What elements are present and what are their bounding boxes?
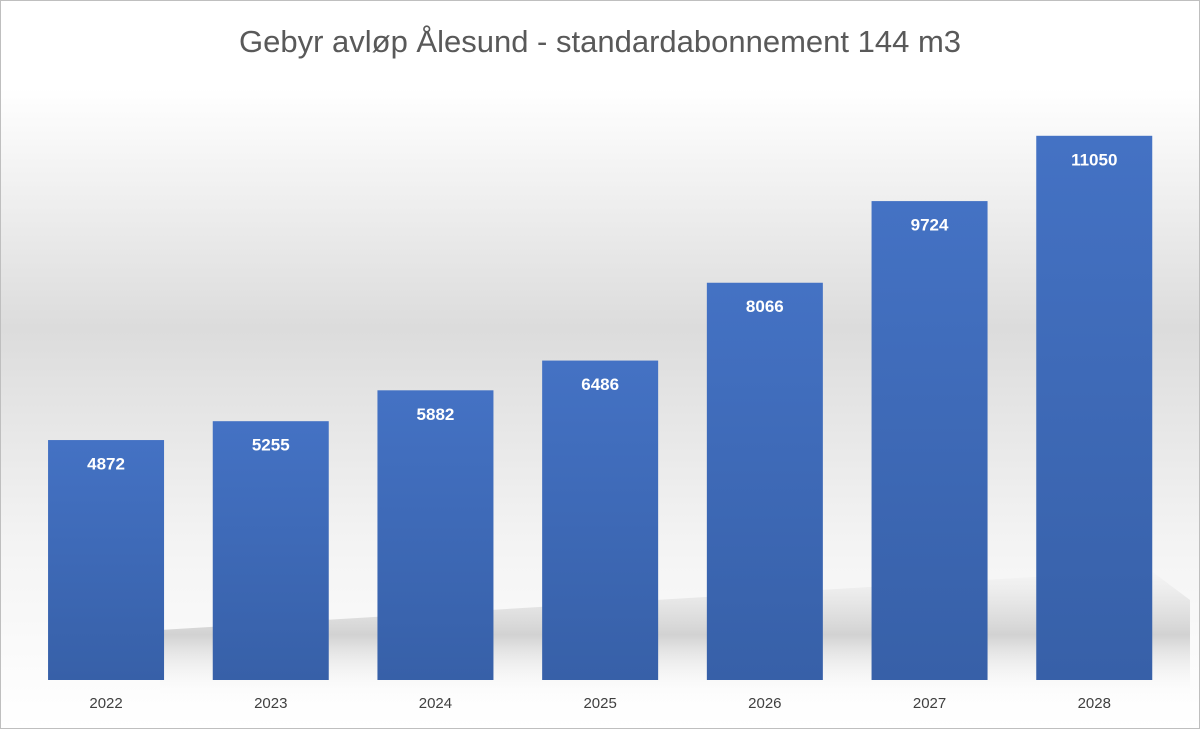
value-label: 6486 bbox=[581, 375, 619, 394]
value-label: 11050 bbox=[1071, 150, 1117, 169]
value-label: 5255 bbox=[252, 436, 290, 455]
value-label: 9724 bbox=[911, 216, 949, 235]
x-tick-label: 2027 bbox=[913, 695, 946, 712]
bar bbox=[377, 390, 494, 680]
x-tick-label: 2022 bbox=[89, 695, 122, 712]
value-label: 8066 bbox=[746, 297, 784, 316]
bar bbox=[542, 360, 659, 680]
x-tick-label: 2024 bbox=[419, 695, 452, 712]
x-tick-label: 2028 bbox=[1078, 695, 1111, 712]
value-label: 5882 bbox=[417, 405, 455, 424]
chart-title: Gebyr avløp Ålesund - standardabonnement… bbox=[239, 24, 961, 59]
x-tick-label: 2023 bbox=[254, 695, 287, 712]
bar bbox=[212, 421, 329, 680]
bar bbox=[1036, 135, 1153, 681]
bar bbox=[48, 440, 165, 680]
x-tick-label: 2026 bbox=[748, 695, 781, 712]
bar bbox=[871, 201, 988, 680]
bar bbox=[706, 282, 823, 680]
x-tick-label: 2025 bbox=[583, 695, 616, 712]
value-label: 4872 bbox=[87, 455, 125, 474]
